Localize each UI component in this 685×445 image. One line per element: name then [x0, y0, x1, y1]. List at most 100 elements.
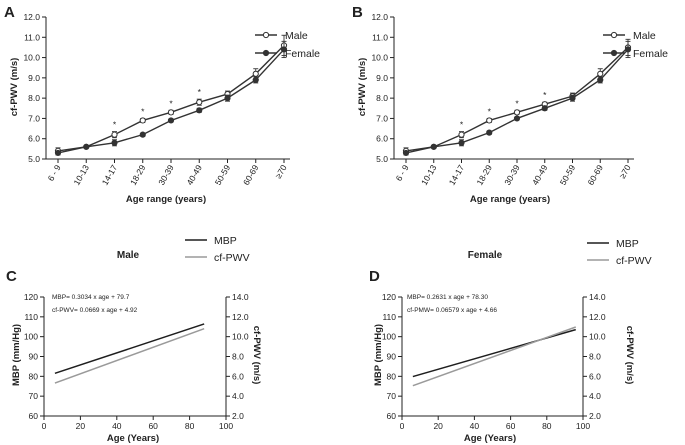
panel-a-series-female-point	[54, 149, 62, 157]
panel-b-xtick-label: 18-29	[474, 163, 494, 187]
panel-a-xtick-label: 30-39	[156, 163, 176, 187]
panel-b-series-male-point	[597, 70, 604, 77]
panel-b-ytick-label: 6.0	[376, 134, 388, 144]
panel-a-series-male-point	[196, 99, 203, 106]
panel-c-xlabel: Age (Years)	[107, 433, 159, 444]
panel-b-legend-female-marker	[610, 49, 618, 57]
panel-b-ytick-label: 5.0	[376, 154, 388, 164]
panel-b-significance-marker: *	[488, 106, 492, 116]
panel-a-ylabel: cf-PWV (m/s)	[9, 58, 20, 117]
panel-b-legend-male-marker	[610, 31, 618, 39]
panel-b-series-male-point	[486, 117, 493, 124]
panel-a-series-female-point	[252, 76, 259, 83]
panel-b-ytick-label: 7.0	[376, 113, 388, 123]
panel-b-ylabel: cf-PWV (m/s)	[357, 58, 368, 117]
panel-b-series-male-point	[513, 109, 521, 116]
panel-d-xlabel: Age (Years)	[464, 433, 516, 444]
panel-c-ytick-right-label: 8.0	[232, 352, 244, 362]
panel-c-xtick-label: 40	[112, 421, 122, 431]
panel-d-ytick-left-label: 60	[387, 411, 397, 421]
panel-c-ytick-left-label: 60	[29, 411, 39, 421]
panel-b-ytick-label: 12.0	[371, 12, 388, 22]
panel-a-series-male-point	[252, 70, 259, 77]
panel-c-ytick-left-label: 70	[29, 391, 39, 401]
panel-b-series-female-point	[513, 115, 521, 122]
panel-b-xtick-label: 6 - 9	[394, 163, 411, 183]
panel-a-label: A	[4, 4, 15, 21]
panel-c-ytick-right-label: 12.0	[232, 312, 249, 322]
panel-c-xtick-label: 80	[185, 421, 195, 431]
panel-b-series-female-point	[430, 143, 437, 150]
panel-a-ytick-label: 11.0	[24, 32, 40, 42]
panel-d-xtick-label: 20	[433, 421, 443, 431]
panel-d-ytick-left-label: 110	[382, 312, 396, 322]
panel-a-xtick-label: 14-17	[100, 163, 120, 187]
panel-c-ytick-left-label: 110	[24, 312, 38, 322]
panel-c-ytick-right-label: 2.0	[232, 411, 244, 421]
panel-d-ytick-right-label: 10.0	[589, 332, 606, 342]
panel-d-legend-cf-pwv-label: cf-PWV	[616, 255, 652, 267]
panel-a-series-female-point	[224, 95, 231, 102]
panel-c-ytick-left-label: 80	[29, 371, 39, 381]
panel-d-ylabel: MBP (mm/Hg)	[373, 324, 384, 386]
panel-d-ytick-right-label: 14.0	[589, 292, 606, 302]
panel-d-regression-mbp	[412, 328, 576, 378]
panel-a-significance-marker: *	[141, 106, 145, 116]
panel-c-legend-cf-pwv-label: cf-PWV	[214, 252, 250, 264]
panel-a-xtick-label: 10-13	[71, 163, 91, 187]
panel-b-significance-marker: *	[460, 120, 464, 130]
panel-a-ytick-label: 5.0	[28, 154, 40, 164]
panel-a-series-female-point	[139, 131, 146, 138]
panel-d-regression-cf-pwv	[412, 326, 577, 387]
panel-a-xtick-label: 18-29	[128, 163, 148, 187]
panel-a-ytick-label: 12.0	[23, 12, 40, 22]
panel-c-ytick-right-label: 10.0	[232, 332, 249, 342]
panel-d-ytick-left-label: 80	[387, 371, 397, 381]
panel-d-ytick-right-label: 6.0	[589, 371, 601, 381]
panel-d: Female D MBP (mm/Hg) cf-PWV (m/s) Age (Y…	[369, 238, 652, 444]
panel-b-xtick-label: 14-17	[447, 163, 467, 187]
panel-b-label: B	[352, 4, 363, 21]
panel-d-xtick-label: 100	[576, 421, 590, 431]
panel-c-legend-mbp-label: MBP	[214, 235, 237, 247]
panel-a-significance-marker: *	[198, 87, 202, 97]
panel-b-series-female-point	[569, 95, 576, 102]
panel-d-legend-mbp-label: MBP	[616, 238, 639, 250]
panel-d-ytick-right-label: 4.0	[589, 391, 601, 401]
panel-d-ytick-right-label: 12.0	[589, 312, 606, 322]
panel-c-regression-cf-pwv	[54, 327, 205, 384]
panel-a-series-male-point	[167, 109, 175, 116]
panel-d-ytick-left-label: 70	[387, 391, 397, 401]
panel-b-ytick-label: 9.0	[376, 73, 388, 83]
panel-d-ytick-right-label: 8.0	[589, 352, 601, 362]
panel-b-series-female-point	[597, 76, 604, 83]
panel-b-legend-male-label: Male	[633, 30, 656, 42]
panel-a-significance-marker: *	[169, 98, 173, 108]
panel-b-significance-marker: *	[543, 90, 547, 100]
panel-c-ytick-right-label: 14.0	[232, 292, 249, 302]
panel-d-xtick-label: 40	[470, 421, 480, 431]
panel-a-legend-male-label: Male	[285, 30, 308, 42]
panel-a-series-male-point	[111, 131, 118, 138]
panel-b-series-female-point	[486, 129, 493, 136]
panel-d-xtick-label: 80	[542, 421, 552, 431]
panel-d-equation-pwv: cf-PMW= 0.06579 x age + 4.66	[407, 307, 497, 314]
panel-d-xtick-label: 60	[506, 421, 516, 431]
panel-a-legend-male-marker	[262, 31, 270, 39]
panel-d-ytick-left-label: 120	[382, 292, 396, 302]
panel-a-series-male-point	[139, 117, 146, 124]
panel-c-xtick-label: 100	[219, 421, 233, 431]
panel-a-xlabel: Age range (years)	[126, 194, 206, 205]
panel-a-series-female-point	[83, 143, 90, 150]
panel-b-xtick-label: 60-69	[585, 163, 605, 187]
panel-c-xtick-label: 0	[42, 421, 47, 431]
panel-b-ytick-label: 8.0	[376, 93, 388, 103]
panel-a-series-female-point	[167, 117, 175, 124]
panel-c: Male C MBP (mm/Hg) cf-PWV (m/s) Age (Yea…	[6, 235, 262, 444]
panel-c-equation-mbp: MBP= 0.3034 x age + 79.7	[52, 294, 130, 301]
panel-c-ylabel: MBP (mm/Hg)	[11, 324, 22, 386]
panel-d-equation-mbp: MBP= 0.2631 x age + 78.30	[407, 294, 488, 301]
panel-a-ytick-label: 10.0	[23, 53, 40, 63]
panel-b-series-female-point	[541, 105, 548, 112]
panel-c-ytick-left-label: 90	[29, 352, 39, 362]
